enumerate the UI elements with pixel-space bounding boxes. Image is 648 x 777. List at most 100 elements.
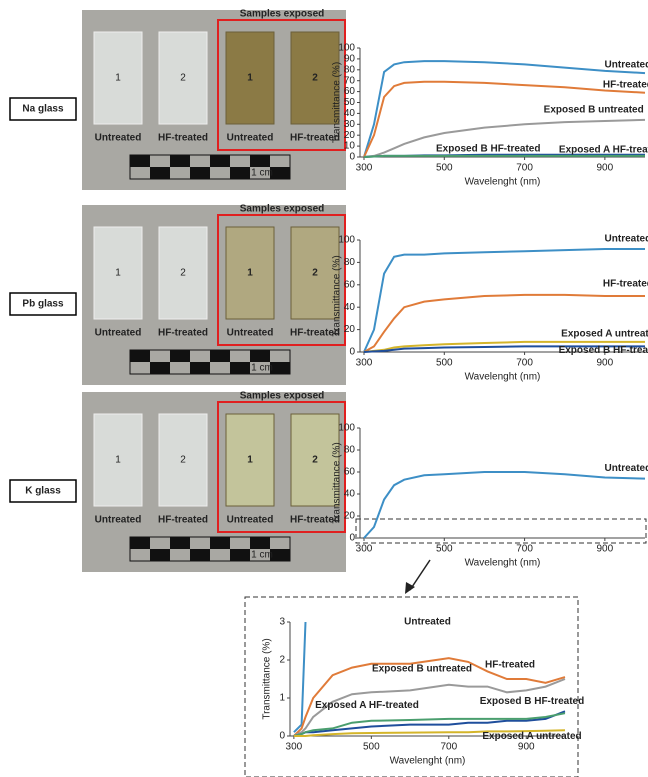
x-axis-label: Wavelenght (nm): [390, 756, 466, 767]
scale-square: [250, 155, 270, 167]
y-axis-label: Transmittance (%): [262, 638, 273, 719]
sample-number: 2: [180, 73, 186, 84]
exposed-label: Samples exposed: [240, 9, 324, 20]
x-axis-label: Wavelenght (nm): [465, 177, 541, 188]
series-label: HF-treated: [485, 660, 535, 671]
sample-label: HF-treated: [158, 328, 208, 339]
x-tick-label: 900: [518, 742, 535, 753]
series-label: Exposed B untreated: [544, 105, 644, 116]
sample-number: 1: [115, 268, 121, 279]
glass-label: K glass: [25, 486, 61, 497]
y-tick-label: 100: [338, 43, 355, 54]
sample-number: 1: [115, 455, 121, 466]
scale-square: [170, 350, 190, 362]
scale-square: [190, 549, 210, 561]
sample-number: 1: [247, 455, 253, 466]
series-label: HF-treated: [603, 279, 648, 290]
scale-square: [230, 167, 250, 179]
y-tick-label: 3: [279, 617, 285, 628]
x-tick-label: 300: [356, 544, 373, 555]
y-tick-label: 0: [349, 533, 355, 544]
x-tick-label: 700: [516, 163, 533, 174]
scale-square: [270, 167, 290, 179]
y-tick-label: 60: [344, 279, 356, 290]
sample-label: Untreated: [227, 133, 274, 144]
series-label: Exposed A HF-treated: [559, 145, 648, 156]
sample-label: HF-treated: [158, 133, 208, 144]
zoom-region: [356, 519, 646, 543]
y-tick-label: 1: [279, 693, 285, 704]
y-tick-label: 50: [344, 97, 356, 108]
series-label: Untreated: [605, 234, 648, 245]
series-line: [364, 156, 645, 157]
y-axis-label: Transmittance (%): [332, 255, 343, 336]
sample-number: 2: [312, 268, 318, 279]
y-tick-label: 100: [338, 423, 355, 434]
series-line: [294, 622, 306, 732]
exposed-label: Samples exposed: [240, 391, 324, 402]
x-axis-label: Wavelenght (nm): [465, 558, 541, 569]
series-label: Exposed A untreated: [482, 731, 581, 742]
sample-label: HF-treated: [158, 515, 208, 526]
sample-label: Untreated: [95, 515, 142, 526]
y-tick-label: 2: [279, 655, 285, 666]
y-tick-label: 80: [344, 64, 356, 75]
y-tick-label: 80: [344, 445, 356, 456]
scale-square: [190, 362, 210, 374]
x-tick-label: 700: [516, 544, 533, 555]
y-tick-label: 40: [344, 302, 356, 313]
scale-square: [170, 155, 190, 167]
x-tick-label: 300: [286, 742, 303, 753]
y-tick-label: 10: [344, 141, 356, 152]
sample-label: Untreated: [227, 328, 274, 339]
scale-label: 1 cm: [251, 363, 273, 374]
y-tick-label: 30: [344, 119, 356, 130]
series-label: Exposed B HF-treated: [559, 345, 648, 356]
y-tick-label: 20: [344, 324, 356, 335]
x-tick-label: 500: [436, 544, 453, 555]
series-label: Untreated: [404, 617, 451, 628]
series-label: Exposed A untreated: [561, 329, 648, 340]
series-label: Exposed B HF-treated: [480, 696, 584, 707]
scale-square: [130, 155, 150, 167]
scale-square: [150, 362, 170, 374]
scale-square: [210, 537, 230, 549]
y-tick-label: 70: [344, 75, 356, 86]
sample-number: 1: [115, 73, 121, 84]
y-axis-label: Transmittance (%): [332, 62, 343, 143]
exposed-label: Samples exposed: [240, 204, 324, 215]
sample-number: 1: [247, 268, 253, 279]
x-tick-label: 700: [516, 358, 533, 369]
scale-square: [270, 362, 290, 374]
sample-number: 1: [247, 73, 253, 84]
y-tick-label: 60: [344, 467, 356, 478]
sample-label: Untreated: [227, 515, 274, 526]
scale-square: [230, 549, 250, 561]
scale-square: [210, 350, 230, 362]
series-label: Exposed B HF-treated: [436, 143, 540, 154]
scale-square: [250, 350, 270, 362]
scale-square: [270, 549, 290, 561]
x-tick-label: 900: [597, 544, 614, 555]
x-tick-label: 900: [597, 358, 614, 369]
sample-number: 2: [180, 455, 186, 466]
glass-label: Na glass: [22, 104, 64, 115]
scale-square: [210, 155, 230, 167]
sample-number: 2: [312, 73, 318, 84]
x-tick-label: 900: [597, 163, 614, 174]
x-tick-label: 500: [436, 358, 453, 369]
scale-square: [230, 362, 250, 374]
series-line: [364, 472, 645, 538]
y-tick-label: 60: [344, 86, 356, 97]
x-tick-label: 300: [356, 358, 373, 369]
y-tick-label: 20: [344, 511, 356, 522]
sample-label: Untreated: [95, 328, 142, 339]
series-label: Untreated: [605, 60, 648, 71]
y-axis-label: Transmittance (%): [332, 442, 343, 523]
y-tick-label: 100: [338, 235, 355, 246]
x-tick-label: 500: [363, 742, 380, 753]
y-tick-label: 40: [344, 108, 356, 119]
y-tick-label: 80: [344, 257, 356, 268]
scale-square: [250, 537, 270, 549]
scale-square: [150, 167, 170, 179]
